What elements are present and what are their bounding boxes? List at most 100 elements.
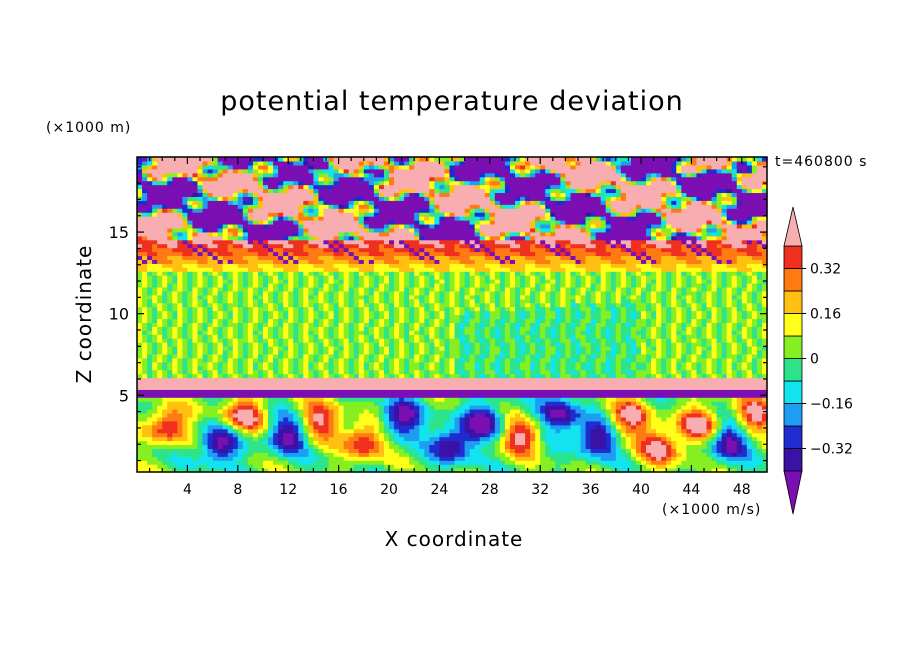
heatmap-cell	[560, 448, 566, 453]
heatmap-cell	[651, 353, 657, 359]
heatmap-cell	[666, 373, 672, 379]
heatmap-cell	[152, 440, 158, 446]
heatmap-cell	[242, 373, 249, 379]
heatmap-cell	[565, 361, 572, 367]
heatmap-cell	[731, 338, 738, 343]
heatmap-cell	[363, 405, 370, 410]
heatmap-cell	[459, 385, 466, 390]
heatmap-cell	[288, 460, 294, 465]
heatmap-cell	[152, 424, 158, 430]
heatmap-cell	[414, 330, 420, 335]
heatmap-cell	[197, 365, 204, 371]
heatmap-cell	[257, 448, 264, 453]
heatmap-cell	[313, 401, 320, 406]
heatmap-cell	[550, 377, 556, 383]
heatmap-cell	[429, 338, 435, 343]
heatmap-cell	[504, 397, 511, 402]
heatmap-cell	[641, 464, 647, 469]
heatmap-cell	[222, 385, 229, 390]
heatmap-cell	[731, 460, 738, 465]
heatmap-cell	[439, 322, 446, 327]
heatmap-cell	[484, 330, 491, 335]
heatmap-cell	[494, 377, 501, 383]
heatmap-cell	[565, 385, 572, 390]
heatmap-cell	[580, 377, 587, 383]
heatmap-cell	[545, 369, 551, 375]
heatmap-cell	[646, 365, 652, 371]
heatmap-cell	[187, 460, 194, 465]
heatmap-cell	[328, 452, 335, 457]
heatmap-cell	[399, 397, 405, 402]
heatmap-cell	[192, 330, 199, 335]
heatmap-cell	[756, 377, 763, 383]
heatmap-cell	[323, 409, 330, 414]
heatmap-cell	[671, 420, 677, 426]
heatmap-cell	[283, 318, 289, 323]
heatmap-cell	[560, 440, 566, 446]
heatmap-cell	[565, 444, 572, 449]
heatmap-cell	[278, 440, 284, 446]
heatmap-cell	[661, 389, 667, 394]
heatmap-cell	[172, 416, 178, 422]
heatmap-cell	[756, 322, 763, 327]
heatmap-cell	[761, 456, 768, 461]
heatmap-cell	[625, 409, 632, 414]
heatmap-cell	[247, 436, 254, 442]
heatmap-cell	[615, 318, 622, 323]
heatmap-cell	[515, 342, 521, 347]
heatmap-cell	[600, 424, 607, 430]
heatmap-cell	[605, 385, 612, 390]
heatmap-cell	[227, 385, 234, 390]
heatmap-cell	[217, 393, 224, 398]
heatmap-cell	[686, 444, 692, 449]
heatmap-cell	[152, 452, 158, 457]
heatmap-cell	[147, 448, 153, 453]
heatmap-cell	[716, 314, 723, 320]
heatmap-cell	[232, 369, 239, 375]
heatmap-cell	[535, 377, 541, 383]
heatmap-cell	[560, 373, 566, 379]
heatmap-cell	[268, 416, 274, 422]
heatmap-cell	[585, 468, 592, 473]
heatmap-cell	[363, 326, 370, 331]
heatmap-cell	[313, 377, 320, 383]
heatmap-cell	[288, 342, 294, 347]
heatmap-cell	[530, 432, 536, 438]
heatmap-cell	[338, 381, 345, 386]
heatmap-cell	[338, 361, 345, 367]
heatmap-cell	[328, 456, 335, 461]
heatmap-cell	[217, 381, 224, 386]
heatmap-cell	[615, 314, 622, 320]
heatmap-cell	[635, 436, 642, 442]
heatmap-cell	[504, 318, 511, 323]
heatmap-cell	[515, 381, 521, 386]
heatmap-cell	[363, 448, 370, 453]
heatmap-cell	[459, 420, 466, 426]
heatmap-cell	[560, 381, 566, 386]
heatmap-cell	[328, 361, 335, 367]
heatmap-cell	[696, 334, 703, 339]
heatmap-cell	[252, 405, 259, 410]
heatmap-cell	[348, 338, 355, 343]
heatmap-cell	[595, 420, 602, 426]
heatmap-cell	[595, 416, 602, 422]
heatmap-cell	[207, 369, 214, 375]
heatmap-cell	[147, 440, 153, 446]
heatmap-cell	[399, 357, 405, 363]
heatmap-cell	[560, 416, 566, 422]
heatmap-cell	[676, 448, 682, 453]
heatmap-cell	[298, 393, 304, 398]
heatmap-cell	[575, 338, 582, 343]
heatmap-cell	[157, 393, 163, 398]
heatmap-cell	[353, 444, 360, 449]
heatmap-cell	[247, 330, 254, 335]
heatmap-cell	[741, 338, 748, 343]
heatmap-cell	[268, 401, 274, 406]
heatmap-cell	[152, 314, 158, 320]
heatmap-cell	[318, 409, 325, 414]
heatmap-cell	[162, 377, 168, 383]
heatmap-cell	[459, 393, 466, 398]
heatmap-cell	[278, 397, 284, 402]
heatmap-cell	[378, 436, 385, 442]
heatmap-cell	[499, 464, 506, 469]
